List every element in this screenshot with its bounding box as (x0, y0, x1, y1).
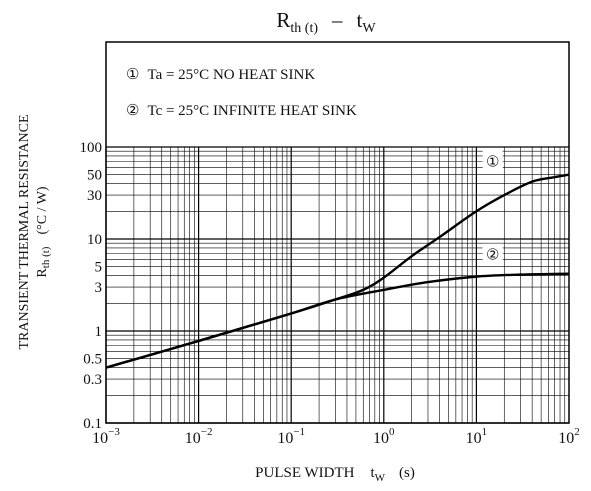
y-tick-label: 1 (95, 324, 103, 340)
x-tick-label: 101 (466, 426, 488, 447)
x-tick-label: 10−3 (92, 426, 120, 447)
y-axis-label-line1: TRANSIENT THERMAL RESISTANCE (17, 114, 32, 349)
y-tick-label: 100 (80, 140, 103, 156)
y-tick-label: 0.3 (83, 372, 102, 388)
series-label-1: ① (486, 154, 499, 170)
legend-entry-2: ② Tc = 25°C INFINITE HEAT SINK (126, 103, 357, 119)
legend-text-1: Ta = 25°C NO HEAT SINK (147, 67, 315, 83)
y-tick-label: 5 (95, 260, 103, 276)
y-tick-label: 30 (87, 188, 102, 204)
series-labels: ①② (482, 150, 503, 264)
series-curve-2 (105, 272, 570, 369)
legend-entry-1: ① Ta = 25°C NO HEAT SINK (126, 67, 315, 83)
title-r-sub: th (t) (290, 21, 318, 36)
legend-text-2: Tc = 25°C INFINITE HEAT SINK (147, 103, 357, 119)
title-t: t (357, 8, 363, 32)
title-dash: – (331, 8, 343, 32)
x-tick-label: 10−2 (185, 426, 213, 447)
grid (105, 146, 569, 424)
y-tick-label: 10 (87, 232, 102, 248)
x-label-text: PULSE WIDTH (255, 465, 354, 481)
series-label-2: ② (486, 247, 499, 263)
legend-marker-2: ② (126, 103, 139, 119)
y-axis-label: TRANSIENT THERMAL RESISTANCE Rth (t) (°C … (17, 114, 52, 349)
y-axis-label-line2: Rth (t) (°C / W) (35, 186, 52, 277)
x-axis-label: PULSE WIDTH tW (s) (255, 465, 415, 484)
y-tick-labels: 100 50 30 10 5 3 1 0.5 0.3 0.1 (80, 140, 103, 432)
x-label-unit: (s) (399, 465, 415, 481)
y-tick-label: 50 (87, 168, 102, 184)
chart-title: Rth (t) – tW (276, 8, 376, 36)
series-label-bg-1 (482, 150, 503, 171)
y-tick-label: 0.5 (83, 352, 102, 368)
x-label-t: t (370, 465, 375, 481)
x-tick-labels: 10−3 10−2 10−1 100 101 102 (92, 426, 580, 447)
x-tick-label: 10−1 (277, 426, 305, 447)
y-tick-label: 0.1 (83, 416, 102, 432)
curves (105, 173, 570, 369)
x-tick-label: 100 (373, 426, 395, 447)
title-r: R (276, 8, 290, 32)
series-curve-1 (105, 173, 570, 369)
y-label-r: R (35, 268, 50, 278)
y-label-unit: (°C / W) (35, 186, 50, 234)
title-t-sub: W (362, 21, 376, 36)
series-label-bg-2 (482, 243, 503, 264)
y-label-r-sub: th (t) (40, 246, 52, 268)
legend-marker-1: ① (126, 67, 139, 83)
x-tick-label: 102 (558, 426, 580, 447)
x-label-t-sub: W (375, 472, 386, 484)
legend: ① Ta = 25°C NO HEAT SINK ② Tc = 25°C INFIN… (126, 67, 357, 119)
plot-frame (105, 41, 570, 424)
y-tick-label: 3 (95, 280, 103, 296)
